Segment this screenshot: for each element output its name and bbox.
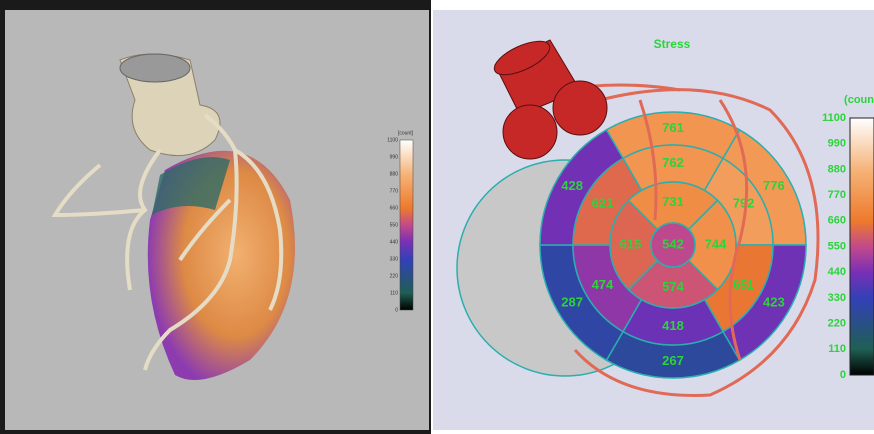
right-colorbar <box>850 118 874 375</box>
colorbar-tick-label: 220 <box>390 273 399 279</box>
colorbar-tick-label: 0 <box>840 369 846 381</box>
left-colorbar-label: [count] <box>398 130 414 136</box>
colorbar-tick-label: 1100 <box>822 112 846 124</box>
segment-value: 776 <box>763 178 785 193</box>
right-colorbar-label: (coun <box>844 94 874 106</box>
segment-value: 762 <box>662 155 684 170</box>
aorta-lumen <box>120 54 190 82</box>
segment-value: 428 <box>561 178 583 193</box>
colorbar-tick-label: 770 <box>828 189 846 201</box>
colorbar-tick-label: 550 <box>390 222 399 228</box>
colorbar-tick-label: 660 <box>390 205 399 211</box>
segment-value: 621 <box>592 196 614 211</box>
colorbar-tick-label: 880 <box>390 171 399 177</box>
colorbar-tick-label: 110 <box>390 290 398 296</box>
colorbar-tick-label: 1100 <box>387 137 398 143</box>
segment-value: 731 <box>662 194 684 209</box>
segment-value: 542 <box>662 236 684 251</box>
colorbar-tick-label: 330 <box>828 292 846 304</box>
colorbar-tick-label: 0 <box>395 307 398 313</box>
left-colorbar <box>400 140 413 310</box>
segment-value: 423 <box>763 295 785 310</box>
segment-value: 474 <box>592 277 614 292</box>
colorbar-tick-label: 880 <box>828 163 846 175</box>
colorbar-tick-label: 990 <box>828 138 846 150</box>
segment-value: 792 <box>733 196 755 211</box>
segment-value: 615 <box>620 236 642 251</box>
colorbar-tick-label: 440 <box>390 239 399 245</box>
bullseye-title: Stress <box>654 37 691 51</box>
colorbar-tick-label: 550 <box>828 240 846 252</box>
segment-value: 287 <box>561 295 583 310</box>
colorbar-tick-label: 440 <box>828 266 846 278</box>
colorbar-tick-label: 990 <box>390 154 399 160</box>
segment-value: 267 <box>662 353 684 368</box>
bullseye: 761 776 423 267 287 428 762 792 651 418 474 621 731 7… <box>540 112 806 378</box>
screenshot: [count] 11009908807706605504403302201100… <box>0 0 874 434</box>
colorbar-tick-label: 770 <box>390 188 399 194</box>
segment-value: 651 <box>733 277 755 292</box>
segment-value: 744 <box>705 236 727 251</box>
colorbar-tick-label: 330 <box>390 256 399 262</box>
colorbar-tick-label: 660 <box>828 215 846 227</box>
segment-value: 761 <box>662 120 684 135</box>
colorbar-tick-label: 220 <box>828 318 846 330</box>
segment-value: 418 <box>662 318 684 333</box>
segment-value: 574 <box>662 279 684 294</box>
colorbar-tick-label: 110 <box>828 343 846 355</box>
